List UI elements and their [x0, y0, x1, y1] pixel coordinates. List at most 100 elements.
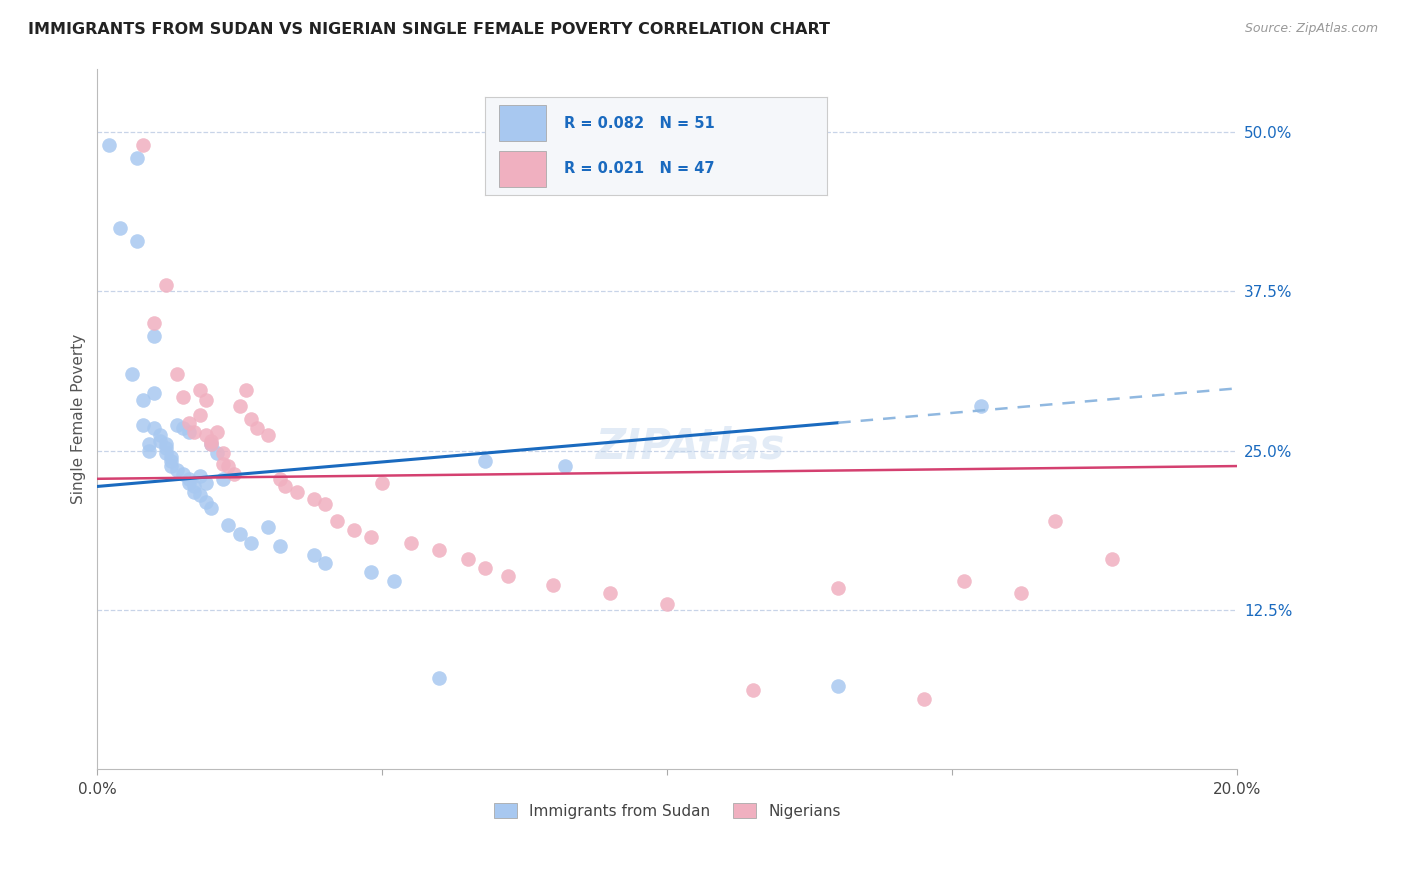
Point	[427, 671, 450, 685]
Point	[155, 441, 177, 455]
Point	[554, 458, 576, 473]
Point	[143, 386, 166, 401]
Legend: Immigrants from Sudan, Nigerians: Immigrants from Sudan, Nigerians	[488, 797, 846, 825]
Point	[496, 568, 519, 582]
Point	[741, 683, 763, 698]
Point	[399, 535, 422, 549]
Point	[269, 472, 291, 486]
Point	[138, 437, 160, 451]
Point	[257, 428, 280, 442]
Point	[952, 574, 974, 588]
Point	[217, 458, 239, 473]
Point	[474, 454, 496, 468]
Point	[177, 425, 200, 439]
Point	[194, 494, 217, 508]
Point	[127, 234, 149, 248]
Point	[121, 368, 143, 382]
Point	[246, 421, 269, 435]
Point	[269, 539, 291, 553]
Point	[240, 535, 263, 549]
Point	[599, 586, 621, 600]
Point	[360, 565, 382, 579]
Point	[285, 484, 308, 499]
Point	[427, 543, 450, 558]
Point	[188, 408, 211, 422]
Point	[205, 425, 228, 439]
Point	[543, 577, 565, 591]
Point	[457, 552, 479, 566]
Point	[143, 329, 166, 343]
Point	[194, 428, 217, 442]
Point	[224, 467, 246, 481]
Point	[194, 392, 217, 407]
Point	[177, 472, 200, 486]
Point	[200, 437, 222, 451]
Point	[155, 437, 177, 451]
Point	[229, 526, 252, 541]
Point	[155, 278, 177, 293]
Point	[382, 574, 405, 588]
Point	[183, 484, 205, 499]
Point	[240, 412, 263, 426]
Point	[132, 138, 155, 153]
Point	[132, 418, 155, 433]
Point	[143, 421, 166, 435]
Point	[1010, 586, 1032, 600]
Point	[302, 548, 325, 562]
Point	[166, 463, 188, 477]
Point	[200, 434, 222, 448]
Point	[1101, 552, 1123, 566]
Point	[474, 561, 496, 575]
Point	[188, 383, 211, 397]
Point	[235, 383, 257, 397]
Point	[132, 392, 155, 407]
Point	[211, 457, 233, 471]
Point	[1043, 514, 1066, 528]
Point	[160, 458, 183, 473]
Point	[160, 454, 183, 468]
Point	[149, 428, 172, 442]
Point	[108, 220, 131, 235]
Point	[827, 680, 849, 694]
Point	[166, 368, 188, 382]
Point	[138, 443, 160, 458]
Point	[172, 421, 194, 435]
Point	[211, 472, 233, 486]
Point	[274, 479, 297, 493]
Point	[183, 425, 205, 439]
Point	[343, 523, 366, 537]
Point	[160, 450, 183, 464]
Point	[314, 497, 336, 511]
Point	[229, 399, 252, 413]
Point	[188, 488, 211, 502]
Point	[155, 446, 177, 460]
Point	[827, 582, 849, 596]
Point	[172, 467, 194, 481]
Point	[205, 446, 228, 460]
Point	[302, 492, 325, 507]
Point	[166, 418, 188, 433]
Point	[211, 446, 233, 460]
Text: ZIPAtlas: ZIPAtlas	[595, 426, 785, 468]
Point	[177, 475, 200, 490]
Y-axis label: Single Female Poverty: Single Female Poverty	[72, 334, 86, 504]
Point	[188, 469, 211, 483]
Point	[183, 479, 205, 493]
Point	[371, 475, 394, 490]
Point	[912, 692, 935, 706]
Point	[314, 556, 336, 570]
Point	[200, 501, 222, 516]
Point	[97, 138, 120, 153]
Point	[969, 399, 991, 413]
Point	[657, 597, 679, 611]
Point	[194, 475, 217, 490]
Point	[200, 437, 222, 451]
Text: IMMIGRANTS FROM SUDAN VS NIGERIAN SINGLE FEMALE POVERTY CORRELATION CHART: IMMIGRANTS FROM SUDAN VS NIGERIAN SINGLE…	[28, 22, 830, 37]
Point	[177, 416, 200, 430]
Point	[172, 390, 194, 404]
Text: Source: ZipAtlas.com: Source: ZipAtlas.com	[1244, 22, 1378, 36]
Point	[127, 151, 149, 165]
Point	[257, 520, 280, 534]
Point	[325, 514, 347, 528]
Point	[217, 517, 239, 532]
